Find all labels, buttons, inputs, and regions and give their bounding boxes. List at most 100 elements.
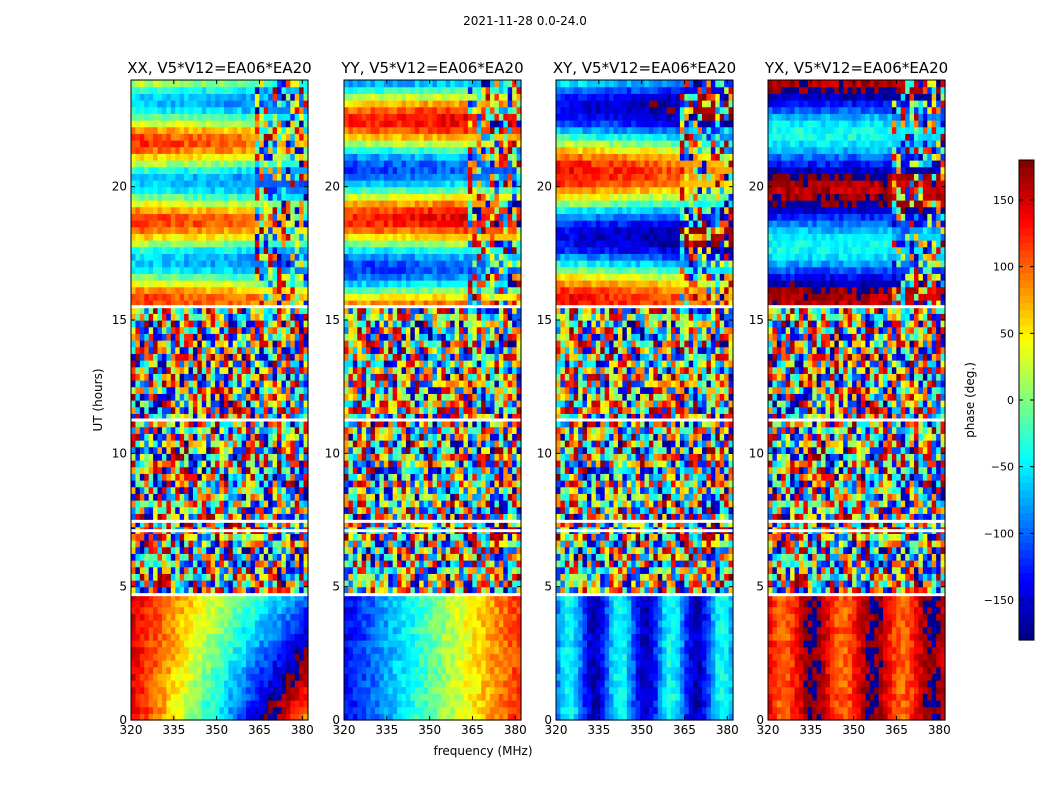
- heatmap-cell: [285, 480, 291, 488]
- heatmap-cell: [153, 340, 159, 348]
- heatmap-cell: [192, 513, 198, 521]
- heatmap-cell: [285, 640, 291, 648]
- heatmap-cell: [161, 393, 167, 401]
- heatmap-cell: [223, 700, 229, 708]
- heatmap-cell: [254, 240, 260, 248]
- heatmap-cell: [445, 606, 451, 614]
- heatmap-cell: [192, 646, 198, 654]
- heatmap-cell: [131, 240, 137, 248]
- heatmap-cell: [303, 313, 309, 321]
- heatmap-cell: [232, 360, 238, 368]
- heatmap-cell: [206, 153, 212, 161]
- heatmap-cell: [197, 226, 203, 234]
- heatmap-cell: [215, 560, 221, 568]
- heatmap-cell: [432, 660, 438, 668]
- heatmap-cell: [228, 360, 234, 368]
- heatmap-cell: [401, 666, 407, 674]
- heatmap-cell: [228, 240, 234, 248]
- heatmap-cell: [131, 400, 137, 408]
- heatmap-cell: [512, 586, 518, 594]
- heatmap-cell: [397, 646, 403, 654]
- heatmap-cell: [277, 153, 283, 161]
- heatmap-cell: [432, 653, 438, 661]
- heatmap-cell: [135, 513, 141, 521]
- heatmap-cell: [254, 500, 260, 508]
- heatmap-cell: [348, 573, 354, 581]
- heatmap-cell: [285, 160, 291, 168]
- heatmap-cell: [459, 620, 465, 628]
- heatmap-cell: [206, 533, 212, 541]
- heatmap-cell: [281, 140, 287, 148]
- heatmap-cell: [285, 86, 291, 94]
- heatmap-cell: [379, 680, 385, 688]
- heatmap-cell: [428, 640, 434, 648]
- heatmap-cell: [219, 193, 225, 201]
- heatmap-cell: [237, 406, 243, 414]
- heatmap-cell: [272, 506, 278, 514]
- heatmap-cell: [436, 553, 442, 561]
- heatmap-cell: [250, 180, 256, 188]
- heatmap-cell: [135, 586, 141, 594]
- heatmap-cell: [285, 500, 291, 508]
- heatmap-cell: [237, 146, 243, 154]
- heatmap-cell: [370, 680, 376, 688]
- heatmap-cell: [197, 166, 203, 174]
- heatmap-cell: [290, 240, 296, 248]
- heatmap-cell: [135, 213, 141, 221]
- heatmap-cell: [139, 660, 145, 668]
- heatmap-cell: [485, 626, 491, 634]
- heatmap-cell: [246, 606, 252, 614]
- heatmap-cell: [250, 193, 256, 201]
- heatmap-cell: [241, 520, 247, 528]
- heatmap-cell: [516, 600, 522, 608]
- heatmap-cell: [241, 406, 247, 414]
- heatmap-cell: [232, 160, 238, 168]
- heatmap-cell: [148, 666, 154, 674]
- heatmap-cell: [290, 260, 296, 268]
- heatmap-cell: [161, 180, 167, 188]
- heatmap-cell: [246, 473, 252, 481]
- heatmap-cell: [285, 353, 291, 361]
- heatmap-cell: [232, 300, 238, 308]
- heatmap-cell: [445, 566, 451, 574]
- heatmap-cell: [179, 93, 185, 101]
- heatmap-cell: [188, 286, 194, 294]
- heatmap-cell: [148, 226, 154, 234]
- heatmap-cell: [272, 426, 278, 434]
- heatmap-cell: [414, 540, 420, 548]
- heatmap-cell: [494, 606, 500, 614]
- heatmap-cell: [166, 400, 172, 408]
- heatmap-cell: [419, 620, 425, 628]
- heatmap-cell: [228, 606, 234, 614]
- heatmap-cell: [299, 700, 305, 708]
- heatmap-cell: [148, 293, 154, 301]
- heatmap-cell: [232, 406, 238, 414]
- heatmap-cell: [410, 586, 416, 594]
- heatmap-cell: [272, 160, 278, 168]
- heatmap-cell: [281, 693, 287, 701]
- heatmap-cell: [197, 486, 203, 494]
- heatmap-cell: [161, 620, 167, 628]
- heatmap-cell: [206, 160, 212, 168]
- heatmap-cell: [263, 606, 269, 614]
- heatmap-cell: [241, 200, 247, 208]
- heatmap-cell: [450, 666, 456, 674]
- heatmap-cell: [441, 566, 447, 574]
- heatmap-cell: [250, 80, 256, 88]
- heatmap-cell: [201, 146, 207, 154]
- heatmap-cell: [250, 400, 256, 408]
- heatmap-cell: [467, 620, 473, 628]
- heatmap-cell: [397, 546, 403, 554]
- heatmap-cell: [135, 700, 141, 708]
- heatmap-cell: [157, 620, 163, 628]
- heatmap-cell: [352, 633, 358, 641]
- heatmap-cell: [459, 666, 465, 674]
- heatmap-cell: [131, 613, 137, 621]
- heatmap-cell: [153, 320, 159, 328]
- heatmap-cell: [263, 260, 269, 268]
- heatmap-cell: [179, 146, 185, 154]
- heatmap-cell: [135, 486, 141, 494]
- heatmap-cell: [303, 606, 309, 614]
- heatmap-cell: [192, 366, 198, 374]
- heatmap-cell: [383, 540, 389, 548]
